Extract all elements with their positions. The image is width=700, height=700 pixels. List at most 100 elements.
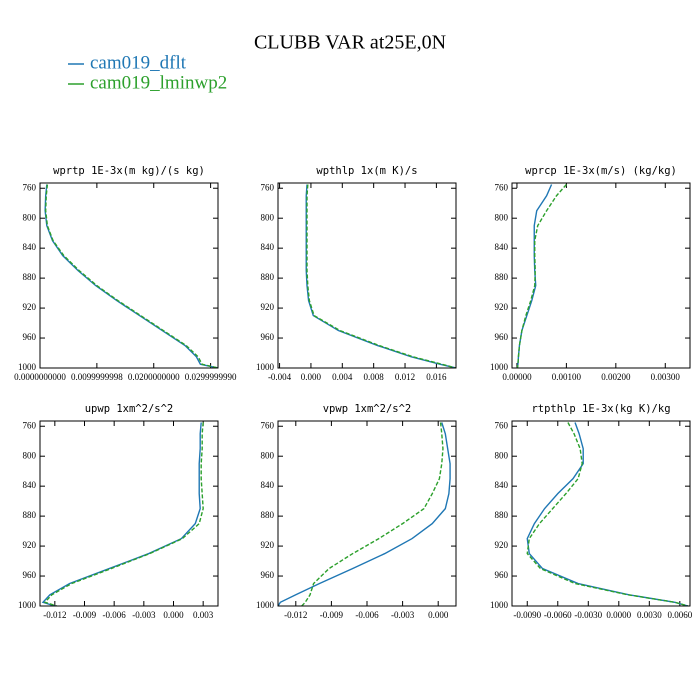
x-tick-label: -0.0030 — [574, 610, 602, 620]
profile-line — [278, 422, 451, 606]
x-tick-label: -0.0060 — [544, 610, 572, 620]
x-tick-label: 0.0030 — [637, 610, 662, 620]
y-tick-label: 920 — [23, 540, 37, 550]
x-tick-label: -0.006 — [355, 610, 379, 620]
y-tick-label: 760 — [23, 420, 37, 430]
x-tick-label: 0.00000 — [502, 372, 532, 382]
y-tick-label: 1000 — [18, 362, 37, 372]
profile-line — [516, 184, 553, 368]
y-tick-label: 920 — [495, 540, 509, 550]
y-tick-label: 1000 — [18, 600, 37, 610]
panel-title: upwp 1xm^2/s^2 — [85, 403, 174, 415]
profile-line — [44, 184, 218, 368]
legend-label: cam019_dflt — [90, 52, 187, 73]
x-tick-label: -0.003 — [391, 610, 415, 620]
x-tick-label: 0.012 — [395, 372, 415, 382]
x-tick-label: -0.006 — [103, 610, 127, 620]
x-tick-label: 0.0000000000 — [14, 372, 66, 382]
panel-title: wprtp 1E-3x(m kg)/(s kg) — [53, 165, 205, 177]
panel-title: wprcp 1E-3x(m/s) (kg/kg) — [525, 165, 677, 177]
x-tick-label: -0.012 — [43, 610, 66, 620]
y-tick-label: 840 — [261, 480, 275, 490]
y-tick-label: 960 — [261, 332, 275, 342]
y-tick-label: 1000 — [490, 362, 509, 372]
x-tick-label: 0.003 — [193, 610, 214, 620]
x-tick-label: -0.009 — [73, 610, 97, 620]
y-tick-label: 800 — [495, 450, 509, 460]
y-tick-label: 920 — [23, 302, 37, 312]
profile-line — [301, 422, 444, 606]
x-tick-label: 0.000 — [163, 610, 184, 620]
y-tick-label: 760 — [261, 420, 275, 430]
y-tick-label: 800 — [23, 212, 37, 222]
y-tick-label: 960 — [23, 570, 37, 580]
x-tick-label: -0.003 — [132, 610, 156, 620]
plot-frame — [511, 182, 691, 369]
x-tick-label: 0.004 — [332, 372, 353, 382]
profile-line — [526, 422, 689, 606]
y-tick-label: 1000 — [256, 362, 275, 372]
y-tick-label: 960 — [495, 570, 509, 580]
y-tick-label: 880 — [261, 510, 275, 520]
y-tick-label: 880 — [495, 272, 509, 282]
y-tick-label: 840 — [261, 242, 275, 252]
profile-line — [306, 184, 456, 368]
x-tick-label: -0.012 — [284, 610, 307, 620]
y-tick-label: 840 — [495, 242, 509, 252]
y-tick-label: 1000 — [256, 600, 275, 610]
y-tick-label: 960 — [261, 570, 275, 580]
x-tick-label: 0.000 — [428, 610, 449, 620]
x-tick-label: 0.0099999998 — [71, 372, 123, 382]
panel-title: vpwp 1xm^2/s^2 — [323, 403, 412, 415]
y-tick-label: 880 — [23, 510, 37, 520]
plot-frame — [277, 182, 457, 369]
x-tick-label: -0.0090 — [513, 610, 541, 620]
y-tick-label: 760 — [495, 182, 509, 192]
y-tick-label: 960 — [23, 332, 37, 342]
y-tick-label: 1000 — [490, 600, 509, 610]
x-tick-label: 0.008 — [364, 372, 385, 382]
plot-frame — [39, 182, 219, 369]
profile-line — [526, 422, 689, 606]
panel-title: rtpthlp 1E-3x(kg K)/kg — [531, 403, 670, 415]
plot-frame — [277, 420, 457, 607]
plot-frame — [39, 420, 219, 607]
x-tick-label: 0.00300 — [651, 372, 681, 382]
x-tick-label: -0.004 — [268, 372, 292, 382]
x-tick-label: 0.00100 — [552, 372, 582, 382]
y-tick-label: 880 — [23, 272, 37, 282]
profile-line — [44, 184, 218, 368]
y-tick-label: 760 — [23, 182, 37, 192]
y-tick-label: 920 — [261, 540, 275, 550]
y-tick-label: 840 — [23, 242, 37, 252]
profile-line — [516, 184, 567, 368]
x-tick-label: 0.0000 — [606, 610, 631, 620]
figure-title: CLUBB VAR at25E,0N — [254, 32, 446, 54]
x-tick-label: 0.0200000000 — [128, 372, 180, 382]
y-tick-label: 960 — [495, 332, 509, 342]
profile-line — [41, 422, 202, 606]
profile-line — [43, 422, 204, 606]
x-tick-label: 0.0299999990 — [185, 372, 237, 382]
y-tick-label: 800 — [495, 212, 509, 222]
y-tick-label: 800 — [261, 450, 275, 460]
x-tick-label: 0.0060 — [667, 610, 692, 620]
y-tick-label: 880 — [261, 272, 275, 282]
legend-label: cam019_lminwp2 — [90, 72, 227, 93]
y-tick-label: 840 — [495, 480, 509, 490]
plot-frame — [511, 420, 691, 607]
y-tick-label: 760 — [495, 420, 509, 430]
x-tick-label: 0.000 — [301, 372, 322, 382]
y-tick-label: 920 — [495, 302, 509, 312]
y-tick-label: 880 — [495, 510, 509, 520]
x-tick-label: -0.009 — [320, 610, 344, 620]
y-tick-label: 800 — [261, 212, 275, 222]
panel-title: wpthlp 1x(m K)/s — [316, 165, 417, 177]
y-tick-label: 920 — [261, 302, 275, 312]
x-tick-label: 0.016 — [426, 372, 447, 382]
y-tick-label: 800 — [23, 450, 37, 460]
profile-line — [305, 184, 456, 368]
y-tick-label: 760 — [261, 182, 275, 192]
y-tick-label: 840 — [23, 480, 37, 490]
